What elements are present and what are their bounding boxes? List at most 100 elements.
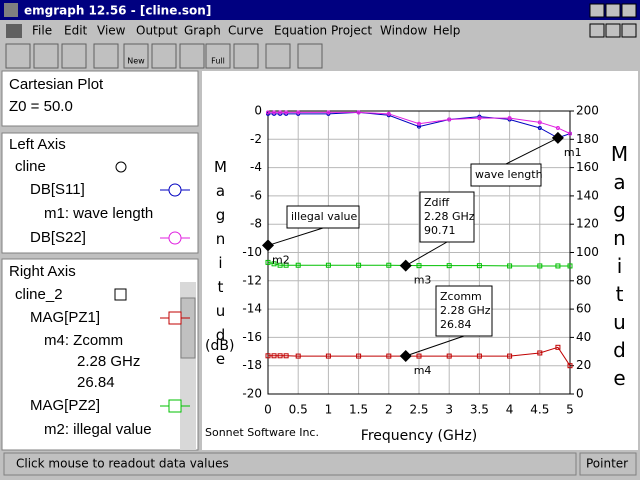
status-bar bbox=[3, 452, 577, 476]
data-point bbox=[537, 120, 542, 125]
data-point bbox=[386, 111, 391, 116]
toolbar-button[interactable] bbox=[151, 43, 177, 69]
toolbar-button[interactable] bbox=[265, 43, 291, 69]
doc-restore-button[interactable] bbox=[605, 23, 621, 38]
marker-diamond bbox=[399, 350, 412, 363]
data-point bbox=[271, 353, 277, 359]
data-point bbox=[507, 263, 513, 269]
title-bar bbox=[0, 0, 640, 20]
menu-item[interactable]: Project bbox=[331, 24, 372, 38]
data-point bbox=[386, 262, 392, 268]
data-point bbox=[446, 353, 452, 359]
data-point bbox=[555, 344, 561, 350]
toolbar-button[interactable] bbox=[123, 43, 149, 69]
doc-minimize-button[interactable] bbox=[589, 23, 605, 38]
y-tick-label: -20 bbox=[242, 387, 262, 401]
menu-item[interactable]: Window bbox=[380, 24, 428, 38]
toolbar-label: Full bbox=[211, 57, 225, 66]
menu-item[interactable]: Edit bbox=[64, 24, 88, 38]
annotation-box bbox=[419, 191, 475, 243]
y-tick-label: -8 bbox=[250, 217, 262, 231]
right-axis-panel bbox=[1, 258, 199, 451]
menu-item[interactable]: Help bbox=[433, 24, 460, 38]
data-point bbox=[537, 125, 542, 130]
x-tick-label: 3.5 bbox=[470, 403, 489, 417]
menu-item[interactable]: Output bbox=[136, 24, 178, 38]
y2-tick-label: 80 bbox=[576, 273, 591, 287]
toolbar-button[interactable] bbox=[93, 43, 119, 69]
marker-label: m2 bbox=[272, 253, 290, 266]
toolbar-button[interactable] bbox=[205, 43, 231, 69]
maximize-button[interactable] bbox=[605, 3, 621, 18]
toolbar-button[interactable] bbox=[5, 43, 31, 69]
x-tick-label: 3 bbox=[445, 403, 453, 417]
close-button[interactable] bbox=[621, 3, 637, 18]
y-tick-label: -10 bbox=[242, 245, 262, 259]
panel-text: m1: wave length bbox=[44, 205, 153, 222]
data-point bbox=[272, 110, 277, 115]
window-buttons[interactable] bbox=[589, 3, 637, 38]
data-point bbox=[284, 110, 289, 115]
data-point bbox=[265, 353, 271, 359]
menu-item[interactable]: Curve bbox=[228, 24, 263, 38]
menu-item[interactable]: Equation bbox=[274, 24, 327, 38]
data-point bbox=[325, 262, 331, 268]
data-point bbox=[476, 263, 482, 269]
status-mode: Pointer bbox=[586, 457, 628, 471]
plot-frame bbox=[267, 110, 571, 395]
menu-bar: File Edit View Output Graph Curve Equation Proj… bbox=[6, 24, 460, 38]
x-tick-label: 4.5 bbox=[530, 403, 549, 417]
data-point bbox=[356, 110, 361, 115]
minimize-button[interactable] bbox=[589, 3, 605, 18]
status-message: Click mouse to readout data values bbox=[16, 457, 229, 471]
legend-label: DB[S11] bbox=[30, 181, 85, 198]
data-point bbox=[266, 110, 270, 115]
app-icon bbox=[4, 3, 18, 17]
menu-item[interactable]: Graph bbox=[184, 24, 221, 38]
data-point bbox=[567, 363, 573, 369]
annotation-text: illegal value bbox=[291, 210, 357, 223]
legend-symbol bbox=[168, 399, 182, 413]
toolbar-label: New bbox=[127, 57, 145, 66]
panel-text: cline_2 bbox=[15, 286, 63, 303]
annotation-connector bbox=[405, 241, 448, 267]
menu-item[interactable]: View bbox=[97, 24, 126, 38]
data-point bbox=[416, 353, 422, 359]
toolbar-button[interactable] bbox=[233, 43, 259, 69]
x-tick-label: 5 bbox=[566, 403, 574, 417]
file-symbol bbox=[115, 161, 127, 173]
file-symbol bbox=[114, 288, 127, 301]
annotation-connector bbox=[405, 335, 465, 357]
menu-item[interactable]: File bbox=[32, 24, 52, 38]
credit: Sonnet Software Inc. bbox=[205, 426, 319, 439]
toolbar-button[interactable] bbox=[33, 43, 59, 69]
legend-label: DB[S22] bbox=[30, 229, 86, 246]
data-point bbox=[537, 350, 543, 356]
toolbar-button[interactable] bbox=[179, 43, 205, 69]
annotation-text: Zdiff bbox=[424, 196, 450, 209]
legend-symbol bbox=[168, 311, 182, 325]
y2-tick-label: 0 bbox=[576, 387, 584, 401]
y-tick-label: -12 bbox=[242, 273, 262, 287]
scroll-thumb[interactable] bbox=[180, 297, 196, 359]
data-point bbox=[446, 263, 452, 269]
annotation-box bbox=[470, 163, 542, 187]
doc-close-button[interactable] bbox=[621, 23, 637, 38]
data-point bbox=[295, 353, 301, 359]
panel-heading: Right Axis bbox=[9, 263, 76, 280]
x-tick-label: 1.5 bbox=[349, 403, 368, 417]
data-point bbox=[356, 353, 362, 359]
y-tick-label: -18 bbox=[242, 358, 262, 372]
toolbar-button[interactable] bbox=[61, 43, 87, 69]
panel-text: m4: Zcomm bbox=[44, 332, 123, 349]
annotation-text: 90.71 bbox=[424, 224, 456, 237]
toolbar-button[interactable] bbox=[297, 43, 323, 69]
data-point bbox=[537, 263, 543, 269]
data-point bbox=[278, 110, 283, 115]
data-point bbox=[567, 263, 573, 269]
data-point bbox=[416, 263, 422, 269]
annotation-box bbox=[286, 205, 360, 229]
marker-label: m3 bbox=[414, 274, 432, 287]
data-point bbox=[477, 116, 482, 121]
marker-diamond bbox=[262, 239, 274, 252]
